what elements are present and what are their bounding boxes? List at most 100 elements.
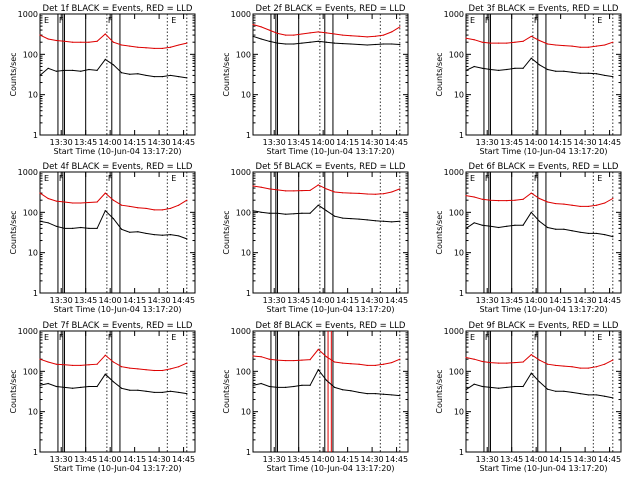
- panel-3: Det 3f BLACK = Events, RED = LLD 1 10 100 10…: [435, 4, 622, 156]
- data-point-lld: [293, 34, 295, 36]
- data-point-lld: [374, 193, 376, 195]
- data-point-events: [112, 381, 115, 383]
- data-point-lld: [161, 47, 163, 50]
- data-point-lld: [72, 41, 74, 43]
- data-point-lld: [481, 360, 483, 363]
- y-tick-label: 1000: [231, 168, 251, 177]
- data-point-lld: [498, 200, 500, 202]
- event-marker-e: E: [470, 333, 475, 342]
- data-point-lld: [186, 42, 188, 44]
- data-point-lld: [391, 31, 393, 33]
- data-point-events: [112, 64, 115, 66]
- x-tick-label: 14:00: [525, 138, 548, 147]
- data-point-lld: [325, 188, 328, 190]
- data-point-lld: [382, 363, 385, 365]
- data-point-lld: [285, 359, 287, 362]
- data-point-events: [506, 386, 508, 388]
- y-tick-label: 1: [246, 448, 251, 457]
- y-axis-label: Counts/sec: [435, 210, 444, 254]
- x-tick-label: 13:45: [287, 296, 310, 305]
- x-tick-label: 14:30: [148, 455, 171, 464]
- data-point-events: [358, 218, 360, 220]
- data-point-lld: [587, 367, 589, 369]
- panel-title: Det 3f BLACK = Events, RED = LLD: [469, 4, 619, 14]
- data-point-lld: [563, 365, 565, 367]
- data-point-lld: [514, 41, 516, 43]
- x-tick-label: 14:15: [336, 296, 359, 305]
- data-point-events: [465, 69, 467, 71]
- data-point-events: [47, 382, 49, 385]
- data-point-lld: [530, 35, 532, 37]
- x-tick-label: 14:15: [123, 455, 146, 464]
- data-point-events: [579, 393, 581, 395]
- x-tick-label: 14:15: [336, 138, 359, 147]
- y-tick-label: 10: [241, 408, 251, 417]
- data-point-lld: [342, 34, 344, 36]
- x-tick-label: 13:30: [50, 138, 73, 147]
- data-point-events: [39, 74, 41, 77]
- data-point-lld: [96, 201, 98, 203]
- panel-title: Det 1f BLACK = Events, RED = LLD: [43, 4, 193, 14]
- panel-2: Det 2f BLACK = Events, RED = LLD 1 10 100 10…: [222, 4, 409, 156]
- data-point-lld: [80, 202, 82, 204]
- event-marker-f: F: [59, 16, 64, 25]
- data-point-events: [112, 217, 115, 220]
- data-point-lld: [595, 366, 598, 368]
- x-axis-label: Start Time (10-Jun-04 13:17:20): [267, 305, 395, 314]
- data-point-events: [145, 232, 147, 235]
- data-point-events: [169, 74, 172, 77]
- data-point-events: [571, 71, 573, 73]
- data-point-lld: [39, 358, 41, 360]
- data-point-events: [161, 76, 163, 78]
- data-point-events: [489, 225, 492, 227]
- data-point-events: [473, 222, 475, 224]
- data-point-lld: [276, 189, 279, 191]
- data-point-events: [595, 394, 598, 396]
- data-point-events: [55, 70, 57, 72]
- series-line-events: [252, 204, 400, 223]
- data-point-lld: [399, 26, 401, 28]
- series-line-lld: [39, 192, 188, 211]
- series-line-events: [252, 35, 400, 46]
- data-point-lld: [579, 46, 581, 48]
- data-point-lld: [55, 39, 57, 42]
- data-point-lld: [178, 366, 180, 368]
- panel-title: Det 8f BLACK = Events, RED = LLD: [256, 321, 406, 331]
- data-point-lld: [88, 41, 90, 43]
- data-point-events: [55, 225, 57, 227]
- plot-frame: [465, 171, 622, 294]
- y-tick-label: 1: [33, 448, 38, 457]
- x-tick-label: 13:45: [500, 455, 523, 464]
- y-tick-label: 1000: [231, 327, 251, 336]
- data-point-events: [72, 227, 74, 229]
- data-point-lld: [55, 363, 57, 365]
- data-point-events: [120, 72, 123, 74]
- x-tick-label: 14:30: [574, 138, 597, 147]
- y-tick-label: 10: [28, 249, 38, 258]
- x-tick-label: 13:30: [263, 455, 286, 464]
- event-marker-f: F: [534, 16, 539, 25]
- data-point-events: [268, 385, 270, 388]
- x-tick-label: 13:45: [74, 138, 97, 147]
- data-point-events: [514, 224, 516, 226]
- data-point-events: [293, 385, 295, 388]
- data-point-lld: [39, 34, 41, 36]
- y-tick-label: 1: [246, 131, 251, 140]
- y-tick-label: 100: [23, 367, 38, 376]
- data-point-events: [350, 390, 352, 392]
- event-marker-f: F: [534, 333, 539, 342]
- data-point-events: [309, 41, 311, 43]
- data-point-lld: [112, 199, 115, 201]
- x-axis-label: Start Time (10-Jun-04 13:17:20): [54, 464, 182, 473]
- event-marker-e: E: [171, 16, 176, 25]
- x-axis-label: Start Time (10-Jun-04 13:17:20): [54, 147, 182, 156]
- series-line-events: [39, 209, 187, 240]
- data-point-events: [538, 220, 541, 222]
- data-point-events: [268, 212, 270, 214]
- data-point-events: [481, 67, 483, 69]
- data-point-lld: [153, 369, 155, 372]
- series-line-lld: [252, 184, 400, 195]
- data-point-events: [506, 225, 508, 227]
- x-tick-label: 14:00: [312, 296, 335, 305]
